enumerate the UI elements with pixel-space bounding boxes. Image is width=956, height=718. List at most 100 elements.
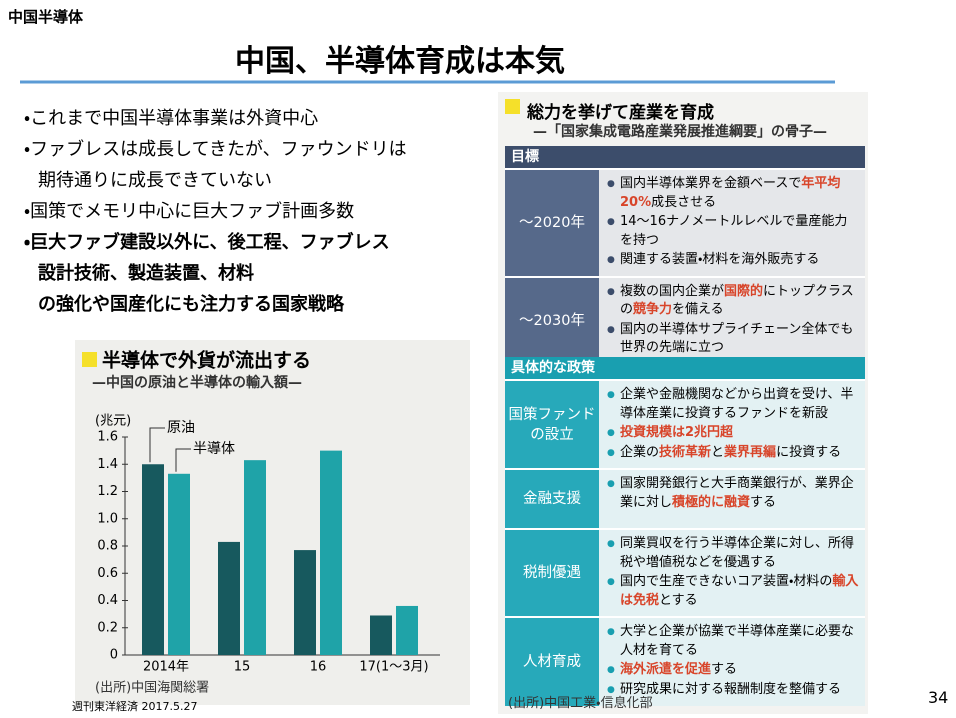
x-tick-label: 16 — [310, 660, 327, 675]
highlight-text: 年平均20% — [620, 176, 841, 210]
bullet: ・国策でメモリ中心に巨大ファブ計画多数 — [24, 196, 407, 227]
bullet-list: ・これまで中国半導体事業は外資中心・ファブレスは成長してきたが、ファウンドリは期… — [24, 103, 407, 320]
item: 投資規模は2兆円超 — [607, 424, 859, 443]
highlight-text: 海外派遣を促進 — [620, 662, 712, 677]
item: 企業の技術革新と業界再編に投資する — [607, 444, 859, 463]
item-text: 国内で生産できないコア装置・材料の — [620, 574, 833, 589]
bar — [168, 473, 190, 655]
bar — [142, 464, 164, 655]
item-text: 関連する装置・材料を海外販売する — [620, 252, 820, 267]
row-label-line: 〜2020年 — [519, 214, 585, 231]
bullet-line: 設計技術、製造装置、材料 — [38, 263, 254, 284]
row-label: 金融支援 — [505, 470, 599, 528]
goals-table: 目標〜2020年国内半導体業界を金額ベースで年平均20%成長させる14〜16ナノ… — [505, 146, 865, 364]
highlight-text: 競争力 — [633, 302, 673, 317]
chart-marker — [82, 352, 97, 367]
row-label-line: 税制優遇 — [523, 565, 581, 581]
item-text: する — [711, 662, 738, 677]
item-text: 14〜16ナノメートルレベルで量産能力を持つ — [620, 214, 848, 248]
y-tick-label: 0.4 — [97, 593, 118, 608]
item: 国内の半導体サプライチェーン全体でも世界の先端に立つ — [607, 321, 859, 358]
item-text: 国内半導体業界を金額ベースで — [620, 176, 802, 191]
bullet: ・これまで中国半導体事業は外資中心 — [24, 103, 407, 134]
row-items: 企業や金融機関などから出資を受け、半導体産業に投資するファンドを新設投資規模は2… — [599, 381, 865, 468]
item: 研究成果に対する報酬制度を整備する — [607, 681, 859, 700]
item: 国内で生産できないコア装置・材料の輸入は免税とする — [607, 573, 859, 610]
item-text: 企業や金融機関などから出資を受け、半導体産業に投資するファンドを新設 — [620, 387, 854, 421]
credit: 週刊東洋経済 2017.5.27 — [72, 700, 198, 713]
y-tick-label: 0 — [110, 648, 118, 663]
chart-title: 半導体で外貨が流出する — [102, 349, 311, 372]
chart-source: (出所)中国海関総署 — [95, 681, 209, 696]
row-label: 〜2020年 — [505, 170, 599, 276]
bullet-line: の強化や国産化にも注力する国家戦略 — [38, 294, 344, 315]
legend-leader — [175, 448, 191, 472]
policies-table: 具体的な政策国策ファンドの設立企業や金融機関などから出資を受け、半導体産業に投資… — [505, 357, 865, 706]
row-label: 国策ファンド の設立 — [505, 381, 599, 468]
item: 大学と企業が協業で半導体産業に必要な人材を育てる — [607, 623, 859, 660]
item-text: 企業の — [620, 444, 660, 460]
table-row: 〜2020年国内半導体業界を金額ベースで年平均20%成長させる14〜16ナノメー… — [505, 168, 865, 276]
item-text: 大学と企業が協業で半導体産業に必要な人材を育てる — [620, 624, 855, 658]
table-row: 金融支援 国家開発銀行と大手商業銀行が、業界企業に対し積極的に融資する — [505, 468, 865, 528]
y-tick-label: 1.4 — [97, 457, 118, 472]
panel-source: (出所)中国工業・信息化部 — [508, 696, 653, 711]
x-tick-label: 2014年 — [143, 660, 189, 675]
table-header: 具体的な政策 — [505, 357, 865, 379]
table-row: 〜2030年複数の国内企業が国際的にトップクラスの競争力を備える国内の半導体サプ… — [505, 275, 865, 364]
page-number: 34 — [928, 688, 949, 707]
row-label: 税制優遇 — [505, 530, 599, 616]
y-tick-label: 0.2 — [97, 620, 118, 635]
row-items: 国家開発銀行と大手商業銀行が、業界企業に対し積極的に融資する — [599, 470, 865, 528]
item-text: を備える — [672, 302, 724, 317]
bullet: ・ファブレスは成長してきたが、ファウンドリは期待通りに成長できていない — [24, 134, 407, 196]
item: 企業や金融機関などから出資を受け、半導体産業に投資するファンドを新設 — [607, 386, 859, 423]
row-label: 人材育成 — [505, 618, 599, 706]
panel-subtitle: —「国家集成電路産業発展推進綱要」の骨子— — [533, 124, 827, 140]
legend-label: 原油 — [167, 420, 195, 436]
item-text: 研究成果に対する報酬制度を整備する — [620, 681, 842, 697]
table-row: 税制優遇 同業買収を行う半導体企業に対し、所得税や増値税などを優遇する国内で生産で… — [505, 528, 865, 616]
bar — [396, 605, 418, 655]
row-label-line: 〜2030年 — [519, 312, 585, 329]
highlight-text: 投資規模は2兆円超 — [620, 425, 734, 440]
y-tick-label: 1.0 — [97, 511, 118, 526]
row-items: 同業買収を行う半導体企業に対し、所得税や増値税などを優遇する国内で生産できないコ… — [599, 530, 865, 616]
legend-label: 半導体 — [193, 441, 235, 457]
item: 関連する装置・材料を海外販売する — [607, 251, 859, 270]
bar — [244, 460, 266, 655]
item-text: 国内の半導体サプライチェーン全体でも世界の先端に立つ — [620, 321, 854, 356]
row-label-line: 金融支援 — [523, 491, 581, 507]
bar — [370, 615, 392, 655]
x-tick-label: 15 — [234, 660, 251, 675]
highlight-text: 輸入は免税 — [620, 574, 859, 608]
row-label-line: の設立 — [530, 426, 574, 443]
table-row: 人材育成 大学と企業が協業で半導体産業に必要な人材を育てる海外派遣を促進する研究成… — [505, 616, 865, 706]
item-text: に投資する — [776, 444, 842, 460]
y-tick-label: 0.8 — [97, 539, 118, 554]
item-text: する — [750, 494, 777, 510]
item: 国家開発銀行と大手商業銀行が、業界企業に対し積極的に融資する — [607, 475, 859, 512]
bullet-line: 期待通りに成長できていない — [38, 170, 272, 191]
item: 同業買収を行う半導体企業に対し、所得税や増値税などを優遇する — [607, 535, 859, 572]
row-items: 国内半導体業界を金額ベースで年平均20%成長させる14〜16ナノメートルレベルで… — [599, 170, 865, 276]
row-label-line: 人材育成 — [523, 654, 581, 670]
bullet-line: ・巨大ファブ建設以外に、後工程、ファブレス — [24, 232, 390, 253]
item: 複数の国内企業が国際的にトップクラスの競争力を備える — [607, 283, 859, 320]
bullet: ・巨大ファブ建設以外に、後工程、ファブレス設計技術、製造装置、材料の強化や国産化… — [24, 227, 407, 320]
item: 海外派遣を促進する — [607, 661, 859, 680]
row-items: 大学と企業が協業で半導体産業に必要な人材を育てる海外派遣を促進する研究成果に対す… — [599, 618, 865, 706]
highlight-text: 積極的に融資 — [672, 494, 751, 510]
bullet-line: ・ファブレスは成長してきたが、ファウンドリは — [24, 139, 407, 160]
item-text: と — [711, 444, 725, 460]
y-tick-label: 1.6 — [97, 430, 118, 445]
item-text: 国家開発銀行と大手商業銀行が、業界企業に対し — [620, 476, 854, 510]
y-tick-label: 0.6 — [97, 566, 118, 581]
slide-title: 中国、半導体育成は本気 — [235, 44, 565, 79]
row-label-line: 国策ファンド — [508, 406, 596, 423]
bar — [218, 541, 240, 655]
bullet-line: ・国策でメモリ中心に巨大ファブ計画多数 — [24, 201, 355, 222]
x-tick-label: 17(1〜3月) — [359, 660, 428, 675]
row-items: 複数の国内企業が国際的にトップクラスの競争力を備える国内の半導体サプライチェーン… — [599, 277, 865, 364]
item-text: にトップクラスの — [620, 283, 854, 318]
